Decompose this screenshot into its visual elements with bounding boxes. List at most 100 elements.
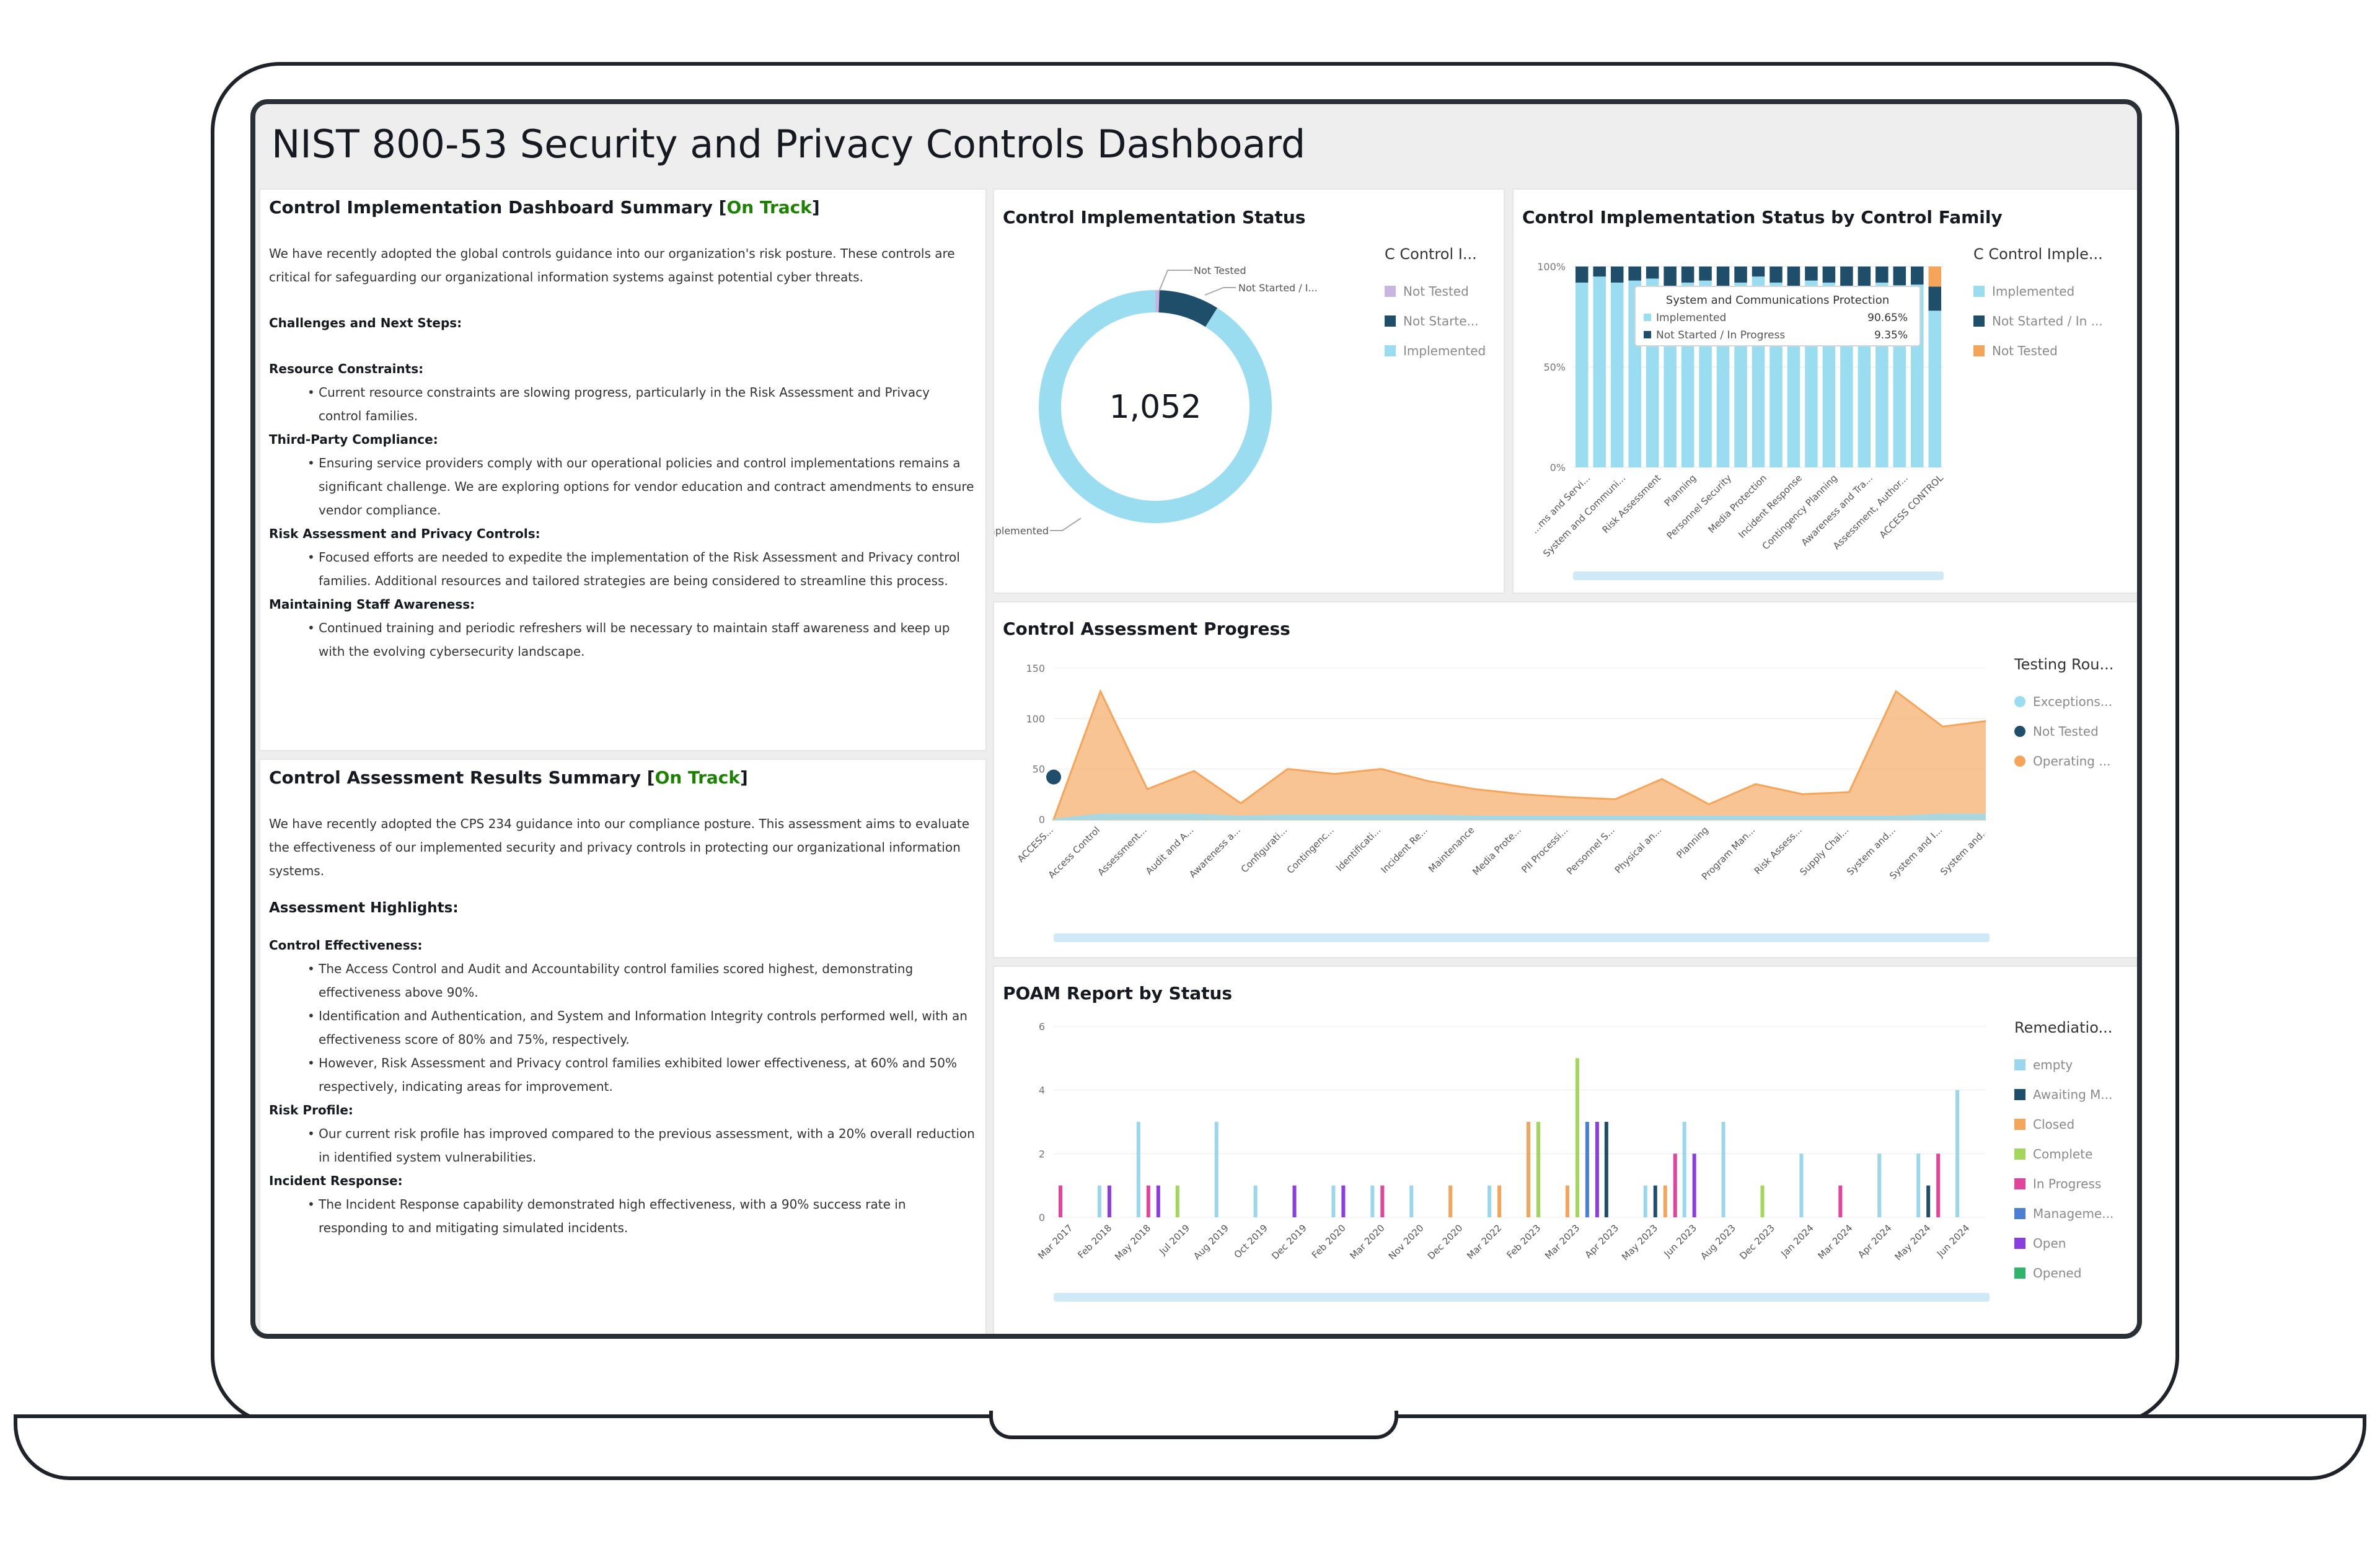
not-tested-point — [1046, 769, 1061, 785]
x-tick-label: Jun 2024 — [1934, 1222, 1972, 1259]
y-tick-label: 150 — [1026, 663, 1045, 674]
bar-segment-implemented — [1610, 282, 1624, 467]
implementation-status-panel: Control Implementation Status 1,052 Not T… — [993, 188, 1505, 594]
x-tick-label: Apr 2023 — [1583, 1222, 1621, 1260]
bar-empty — [1253, 1185, 1258, 1217]
progress-scrollbar[interactable] — [1054, 933, 1990, 942]
legend-swatch — [1973, 286, 1985, 297]
y-tick-label: 50% — [1543, 361, 1566, 373]
legend-item-not-started[interactable]: Not Started / In ... — [1973, 306, 2103, 336]
legend-item-opened[interactable]: Opened — [2014, 1258, 2113, 1288]
legend-item-implemented[interactable]: Implemented — [1385, 336, 1486, 366]
summary-title-close: ] — [811, 197, 820, 218]
callout-not-started: Not Started / I... — [1238, 282, 1318, 294]
callout-line — [1050, 518, 1082, 531]
x-tick-label: Mar 2023 — [1543, 1222, 1582, 1261]
legend-item-exceptions[interactable]: Exceptions... — [2014, 687, 2113, 716]
bar-empty — [1097, 1185, 1101, 1217]
legend-item-not-tested[interactable]: Not Tested — [2014, 716, 2113, 746]
x-tick-label: Personnel S... — [1564, 824, 1617, 877]
legend-item-in-progress[interactable]: In Progress — [2014, 1169, 2113, 1199]
bar-closed — [1448, 1185, 1453, 1217]
x-tick-label: PII Processi... — [1519, 824, 1570, 875]
bar-manageme- — [1585, 1122, 1589, 1217]
heading: Third-Party Compliance: — [269, 432, 438, 447]
bar-open — [1107, 1185, 1111, 1217]
legend-swatch — [2014, 1059, 2025, 1070]
bar-in-progress — [1936, 1153, 1941, 1217]
legend-item-closed[interactable]: Closed — [2014, 1109, 2113, 1139]
donut-slice-not-started-in-progress — [1158, 290, 1218, 327]
callout-line — [1204, 287, 1236, 296]
implementation-summary-panel: Control Implementation Dashboard Summary… — [259, 188, 987, 751]
family-scrollbar[interactable] — [1573, 571, 1944, 580]
bar-complete — [1575, 1058, 1579, 1217]
legend-item-implemented[interactable]: Implemented — [1973, 276, 2103, 306]
bar-empty — [1214, 1122, 1219, 1217]
x-tick-label: ACCESS... — [1015, 824, 1056, 865]
callout-implemented: Implemented — [994, 525, 1049, 537]
poam-panel: POAM Report by Status 6 4 2 0 Mar 2017 Feb 20… — [993, 966, 2137, 1339]
x-tick-label: Dec 2019 — [1269, 1222, 1309, 1262]
tooltip-value: 90.65% — [1867, 312, 1908, 324]
bar-segment-not-started-in-progress — [1928, 286, 1942, 311]
poam-scrollbar[interactable] — [1054, 1293, 1990, 1302]
bar-segment-not-started-in-progress — [1752, 267, 1765, 277]
bar-segment-not-started-in-progress — [1893, 267, 1906, 286]
summary-intro: We have recently adopted the global cont… — [269, 246, 955, 284]
bar-open — [1595, 1122, 1599, 1217]
x-tick-label: Feb 2020 — [1310, 1222, 1348, 1261]
summary-intro: We have recently adopted the CPS 234 gui… — [269, 816, 970, 878]
x-tick-label: Media Protection — [1706, 472, 1769, 536]
bar-empty — [1682, 1122, 1686, 1217]
legend-item-management[interactable]: Manageme... — [2014, 1199, 2113, 1228]
progress-legend: Testing Rou... Exceptions... Not Tested … — [2014, 656, 2113, 776]
x-tick-label: Physical an... — [1613, 824, 1664, 876]
donut-chart[interactable]: 1,052 Not Tested Not Started / I... Impleme… — [994, 239, 1366, 586]
summary-body: We have recently adopted the global cont… — [269, 242, 976, 663]
x-tick-label: Incident Re... — [1378, 824, 1429, 875]
heading: Challenges and Next Steps: — [269, 315, 462, 330]
legend-item-not-tested[interactable]: Not Tested — [1385, 276, 1486, 306]
legend-swatch — [2014, 1178, 2025, 1189]
y-tick-label: 100 — [1026, 713, 1045, 725]
tooltip-label: Not Started / In Progress — [1656, 329, 1785, 342]
x-tick-label: Risk Assess... — [1752, 824, 1804, 876]
heading: Maintaining Staff Awareness: — [269, 597, 475, 612]
legend-title: C Control I... — [1385, 245, 1477, 263]
callout-line — [1158, 270, 1192, 292]
x-tick-label: Mar 2017 — [1036, 1222, 1075, 1261]
x-tick-label: Media Prote... — [1470, 824, 1523, 878]
bar-segment-not-started-in-progress — [1593, 267, 1606, 277]
legend-item-open[interactable]: Open — [2014, 1228, 2113, 1258]
panel-title: Control Implementation Status — [1003, 207, 1306, 227]
assessment-progress-panel: Control Assessment Progress 150 100 50 0 ACC… — [993, 601, 2137, 958]
family-stacked-bar-chart[interactable]: 100% 50% 0%...ms and Servi... System and Co… — [1514, 239, 1972, 586]
bar-complete — [1536, 1122, 1540, 1217]
x-tick-label: Awareness a... — [1187, 824, 1243, 880]
heading: Risk Assessment and Privacy Controls: — [269, 526, 540, 541]
bar-segment-not-started-in-progress — [1911, 267, 1924, 285]
legend-item-not-tested[interactable]: Not Tested — [1973, 336, 2103, 366]
legend-item-not-started[interactable]: Not Starte... — [1385, 306, 1486, 336]
bar-awaiting-m- — [1604, 1122, 1608, 1217]
x-tick-label: ACCESS CONTROL — [1877, 472, 1946, 540]
y-tick-label: 0% — [1550, 462, 1566, 474]
operating-area-series — [1052, 689, 1986, 821]
legend-item-awaiting[interactable]: Awaiting M... — [2014, 1080, 2113, 1109]
legend-item-empty[interactable]: empty — [2014, 1050, 2113, 1080]
legend-title: C Control Imple... — [1973, 245, 2103, 263]
legend-item-operating[interactable]: Operating ... — [2014, 746, 2113, 776]
bar-segment-not-started-in-progress — [1858, 267, 1871, 287]
bullet: • Identification and Authentication, and… — [307, 1008, 967, 1047]
legend-swatch — [2014, 1268, 2025, 1279]
heading: Assessment Highlights: — [269, 900, 459, 916]
x-tick-label: Aug 2023 — [1698, 1222, 1738, 1262]
legend-dot — [2014, 726, 2025, 737]
family-legend: C Control Imple... Implemented Not Start… — [1973, 245, 2103, 366]
legend-swatch — [2014, 1208, 2025, 1219]
legend-item-complete[interactable]: Complete — [2014, 1139, 2113, 1169]
bar-empty — [1877, 1153, 1882, 1217]
